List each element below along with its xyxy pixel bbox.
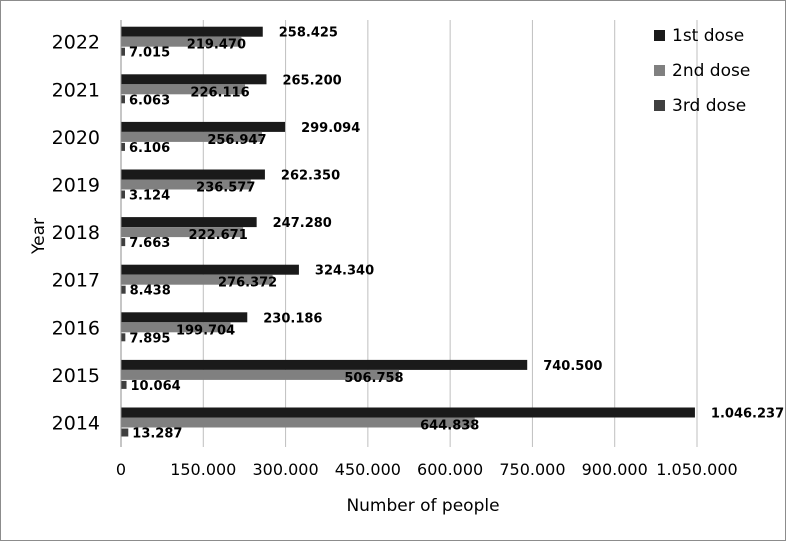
y-category-label-2022: 2022 [52,32,100,54]
bar-3rd-dose-2020 [121,142,125,151]
data-label-1st-dose-2019: 262.350 [281,169,340,184]
bar-2nd-dose-2018 [121,227,244,238]
x-tick-label-0: 0 [116,460,126,479]
x-tick-label-6: 900.000 [582,460,648,479]
data-label-2nd-dose-2022: 219.470 [187,38,246,53]
bar-1st-dose-2014 [121,407,695,418]
bar-1st-dose-2018 [121,217,257,228]
bar-3rd-dose-2014 [121,428,129,437]
legend-label-1st-dose: 1st dose [672,26,744,46]
legend-swatch-2nd-dose [654,65,665,76]
data-label-3rd-dose-2016: 7.895 [129,331,170,346]
bar-2nd-dose-2014 [121,417,475,428]
x-axis-title: Number of people [346,496,499,516]
data-label-1st-dose-2014: 1.046.237 [711,407,784,422]
x-tick-label-3: 450.000 [335,460,401,479]
data-label-1st-dose-2021: 265.200 [282,73,341,88]
y-category-label-2016: 2016 [52,317,100,339]
x-tick-label-2: 300.000 [252,460,318,479]
y-category-label-2015: 2015 [52,365,100,387]
data-label-3rd-dose-2019: 3.124 [129,189,170,204]
data-label-2nd-dose-2014: 644.838 [420,419,479,434]
x-tick-label-4: 600.000 [417,460,483,479]
data-label-2nd-dose-2017: 276.372 [218,276,277,291]
bar-2nd-dose-2017 [121,274,273,285]
data-label-3rd-dose-2014: 13.287 [132,427,182,442]
bar-1st-dose-2022 [121,26,263,37]
bar-3rd-dose-2015 [121,380,127,389]
bar-2nd-dose-2022 [121,36,242,47]
bar-3rd-dose-2018 [121,238,126,247]
data-label-1st-dose-2020: 299.094 [301,121,360,136]
data-label-3rd-dose-2022: 7.015 [129,46,170,61]
data-label-2nd-dose-2020: 256.947 [207,133,266,148]
data-label-1st-dose-2015: 740.500 [543,359,602,374]
bar-3rd-dose-2021 [121,95,125,104]
bar-2nd-dose-2016 [121,322,231,333]
data-label-2nd-dose-2018: 222.671 [189,228,248,243]
y-category-label-2018: 2018 [52,222,100,244]
bar-3rd-dose-2022 [121,47,125,56]
bar-2nd-dose-2020 [121,131,262,142]
bar-2nd-dose-2019 [121,179,251,190]
bar-1st-dose-2021 [121,74,267,85]
bar-1st-dose-2020 [121,121,286,132]
bar-3rd-dose-2016 [121,333,126,342]
data-label-3rd-dose-2015: 10.064 [131,379,181,394]
bar-1st-dose-2015 [121,359,528,370]
y-axis-title: Year [29,218,49,255]
y-category-label-2017: 2017 [52,270,100,292]
y-category-label-2014: 2014 [52,413,100,435]
y-category-label-2019: 2019 [52,175,100,197]
y-category-label-2020: 2020 [52,127,100,149]
data-label-3rd-dose-2017: 8.438 [130,284,171,299]
data-label-1st-dose-2017: 324.340 [315,264,374,279]
data-label-3rd-dose-2018: 7.663 [129,236,170,251]
legend-label-3rd-dose: 3rd dose [672,96,746,116]
data-label-2nd-dose-2019: 236.577 [196,181,255,196]
data-label-1st-dose-2016: 230.186 [263,311,322,326]
legend-swatch-3rd-dose [654,100,665,111]
x-tick-label-7: 1.050.000 [656,460,737,479]
data-label-3rd-dose-2020: 6.106 [129,141,170,156]
data-label-3rd-dose-2021: 6.063 [129,93,170,108]
bar-3rd-dose-2017 [121,285,126,294]
data-label-2nd-dose-2021: 226.116 [190,85,249,100]
x-tick-label-1: 150.000 [170,460,236,479]
y-category-label-2021: 2021 [52,79,100,101]
legend-label-2nd-dose: 2nd dose [672,61,750,81]
bar-2nd-dose-2021 [121,84,246,95]
legend-swatch-1st-dose [654,30,665,41]
bar-1st-dose-2016 [121,312,248,323]
bar-2nd-dose-2015 [121,369,399,380]
bar-1st-dose-2017 [121,264,299,275]
data-label-2nd-dose-2015: 506.758 [344,371,403,386]
bar-3rd-dose-2019 [121,190,125,199]
data-label-1st-dose-2022: 258.425 [279,26,338,41]
bar-1st-dose-2019 [121,169,265,180]
data-label-1st-dose-2018: 247.280 [273,216,332,231]
data-label-2nd-dose-2016: 199.704 [176,323,235,338]
x-tick-label-5: 750.000 [499,460,565,479]
